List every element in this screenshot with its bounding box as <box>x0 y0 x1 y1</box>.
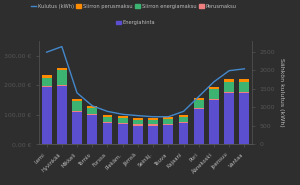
Bar <box>239 79 249 82</box>
Bar <box>209 100 219 144</box>
Bar <box>194 100 204 108</box>
Bar <box>239 93 249 144</box>
Bar <box>148 118 158 120</box>
Bar <box>103 122 112 123</box>
Bar <box>87 114 97 115</box>
Bar <box>42 78 52 86</box>
Bar <box>103 115 112 117</box>
Bar <box>164 120 173 124</box>
Bar <box>72 99 82 101</box>
Bar <box>57 86 67 144</box>
Bar <box>164 125 173 144</box>
Bar <box>57 85 67 86</box>
Bar <box>133 125 143 126</box>
Bar <box>42 87 52 144</box>
Bar <box>164 117 173 120</box>
Bar <box>148 126 158 144</box>
Bar <box>42 86 52 87</box>
Bar <box>224 93 234 144</box>
Bar <box>57 68 67 70</box>
Bar <box>133 118 143 120</box>
Y-axis label: Hinta: Hinta <box>0 83 1 102</box>
Bar <box>178 123 188 144</box>
Bar <box>42 75 52 78</box>
Bar <box>224 82 234 92</box>
Bar <box>194 97 204 100</box>
Bar <box>87 115 97 144</box>
Bar <box>72 111 82 112</box>
Bar <box>133 126 143 144</box>
Bar <box>103 123 112 144</box>
Bar <box>178 122 188 123</box>
Bar <box>178 117 188 122</box>
Bar <box>209 99 219 100</box>
Bar <box>72 112 82 144</box>
Legend: Energiahinta: Energiahinta <box>116 21 155 26</box>
Bar <box>178 115 188 117</box>
Bar <box>87 105 97 108</box>
Bar <box>118 116 128 118</box>
Bar <box>148 120 158 125</box>
Bar <box>87 108 97 114</box>
Bar <box>239 92 249 93</box>
Bar <box>57 70 67 85</box>
Bar <box>209 89 219 99</box>
Bar <box>194 109 204 144</box>
Bar <box>239 82 249 92</box>
Bar <box>209 87 219 89</box>
Bar <box>118 123 128 124</box>
Bar <box>224 92 234 93</box>
Bar <box>118 118 128 123</box>
Bar <box>118 124 128 144</box>
Bar <box>148 125 158 126</box>
Y-axis label: Sähkön kulutus (kWh): Sähkön kulutus (kWh) <box>279 58 283 127</box>
Bar <box>72 101 82 111</box>
Bar <box>133 120 143 125</box>
Bar <box>164 124 173 125</box>
Bar <box>224 79 234 82</box>
Bar <box>194 108 204 109</box>
Bar <box>103 117 112 122</box>
